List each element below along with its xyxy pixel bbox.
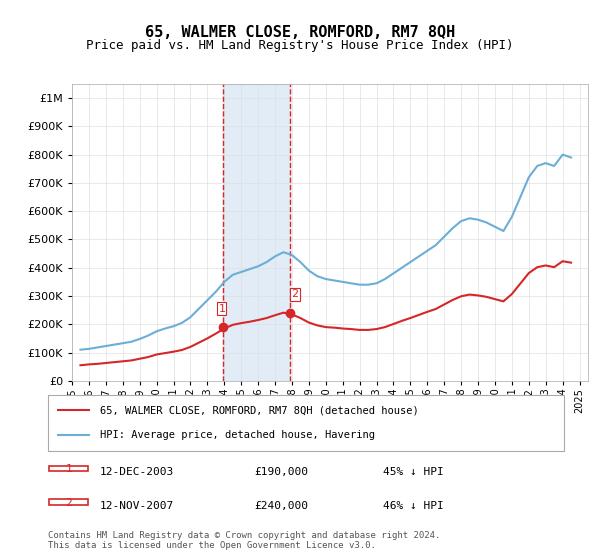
FancyBboxPatch shape [48, 395, 564, 451]
Text: 12-DEC-2003: 12-DEC-2003 [100, 468, 174, 478]
Text: £240,000: £240,000 [254, 501, 308, 511]
Text: 1: 1 [65, 464, 72, 474]
Text: 1: 1 [218, 304, 226, 314]
Text: 46% ↓ HPI: 46% ↓ HPI [383, 501, 444, 511]
Text: Contains HM Land Registry data © Crown copyright and database right 2024.
This d: Contains HM Land Registry data © Crown c… [48, 530, 440, 550]
Text: 65, WALMER CLOSE, ROMFORD, RM7 8QH (detached house): 65, WALMER CLOSE, ROMFORD, RM7 8QH (deta… [100, 405, 418, 416]
Text: 12-NOV-2007: 12-NOV-2007 [100, 501, 174, 511]
FancyBboxPatch shape [49, 500, 88, 505]
Text: 2: 2 [292, 290, 299, 300]
Bar [223, 84, 290, 381]
Text: £190,000: £190,000 [254, 468, 308, 478]
Text: Price paid vs. HM Land Registry's House Price Index (HPI): Price paid vs. HM Land Registry's House … [86, 39, 514, 52]
Text: 65, WALMER CLOSE, ROMFORD, RM7 8QH: 65, WALMER CLOSE, ROMFORD, RM7 8QH [145, 25, 455, 40]
Text: 45% ↓ HPI: 45% ↓ HPI [383, 468, 444, 478]
Text: HPI: Average price, detached house, Havering: HPI: Average price, detached house, Have… [100, 430, 374, 440]
Text: 2: 2 [65, 498, 72, 508]
FancyBboxPatch shape [49, 466, 88, 471]
